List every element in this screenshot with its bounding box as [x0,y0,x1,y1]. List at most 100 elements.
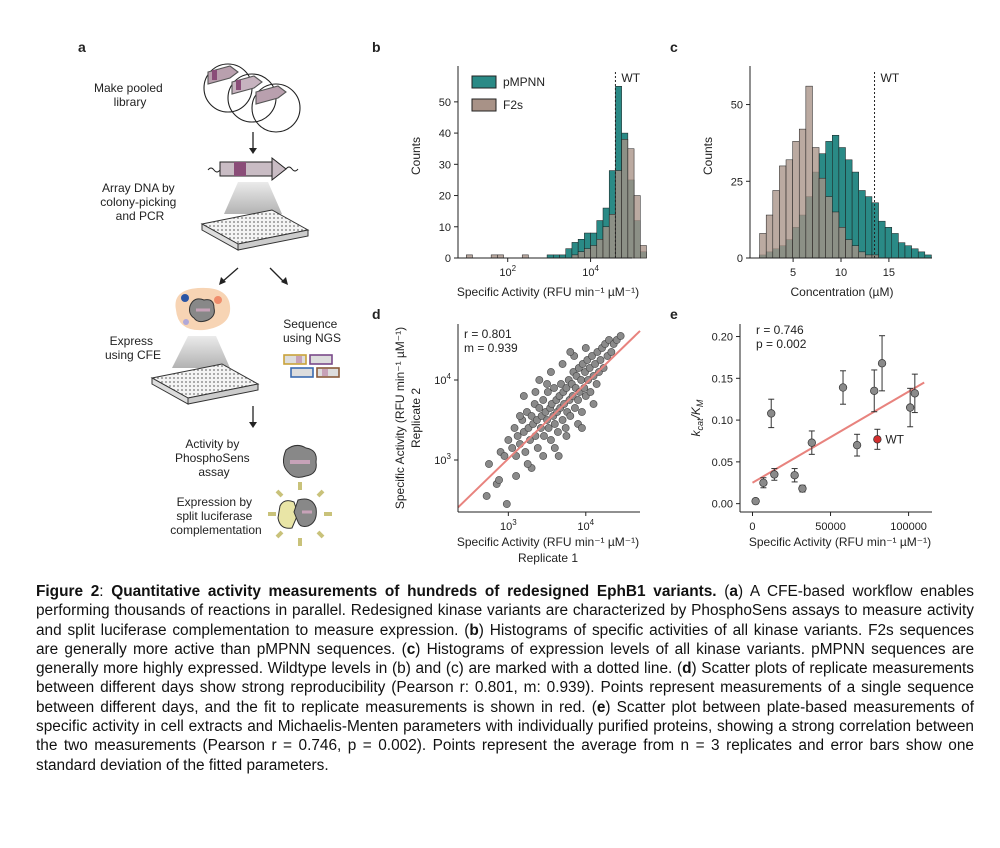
y-tick-label: 20 [439,191,451,203]
chart-d-axes: 103 104 103 104 [434,324,640,533]
hist-bar-pmpnn [871,202,879,259]
hist-bar-f2s [818,177,826,259]
scatter-point [533,444,542,452]
hist-bar-pmpnn [851,171,859,259]
y-tick-label-exp: 4 [447,372,452,381]
wt-point [873,435,882,444]
hist-bar-f2s [858,251,866,259]
scatter-point [607,348,616,356]
scatter-point [838,383,848,392]
svg-text:Sequence using NGS: Sequence using NGS [283,317,341,345]
scatter-point [521,448,530,456]
hist-bar-f2s [608,214,616,259]
split-luciferase-icon [268,482,332,546]
svg-text:Activity by PhosphoSens: Activity by PhosphoSens assay [175,437,253,479]
scatter-point [539,452,548,460]
scatter-point [500,452,509,460]
scatter-point [578,424,586,432]
scatter-point [523,460,532,468]
x-tick-label-exp: 2 [512,264,517,273]
hist-bar-f2s [590,245,598,259]
y-tick-label: 0.05 [712,457,733,469]
scatter-point [751,496,760,506]
chart-c-ylabel: Counts [701,137,715,175]
scatter-point [540,432,548,440]
chart-d-stat-m: m = 0.939 [464,341,518,355]
x-tick-label: 10 [835,267,847,279]
hist-bar-f2s [845,239,853,259]
plasmid-library-icon [203,63,301,133]
scatter-point [577,376,586,384]
y-tick-label: 0.15 [712,373,733,385]
scatter-point [561,424,570,432]
scatter-point [550,384,558,392]
x-tick-label-exp: 3 [512,518,517,527]
linear-dna-icon [207,156,299,182]
scatter-point [562,432,571,440]
hist-bar-f2s [851,245,859,259]
y-tick-label: 25 [731,176,743,188]
scatter-point [588,352,596,360]
chart-d-ylabel: Specific Activity (RFU min⁻¹ µM⁻¹) [393,327,407,509]
hist-bar-f2s [798,128,807,259]
y-tick-label: 0.20 [712,332,733,344]
scatter-point [586,388,595,396]
scatter-point [759,478,768,487]
chart-e-ylabel: kcat/KM [689,399,705,436]
chart-e-stat-p: p = 0.002 [756,337,807,351]
legend-label-pmpnn: pMPNN [503,75,545,89]
x-tick-label: 50000 [815,521,846,533]
x-tick-label: 103 [500,518,517,533]
hist-bar-pmpnn [878,220,886,259]
chart-d-xlabel2: Replicate 1 [518,551,578,565]
step-make-library-line1: Make pooled [94,81,163,95]
legend-swatch-pmpnn [471,75,497,89]
scatter-point [535,404,544,412]
scatter-point [591,360,599,368]
chart-c-xlabel: Concentration (µM) [791,285,894,299]
scatter-point [550,444,559,452]
scatter-point [599,364,608,372]
y-tick-label: 0.10 [712,415,733,427]
hist-bar-f2s [825,196,833,259]
y-tick-label: 104 [434,372,451,387]
scatter-point [557,380,565,388]
scatter-point [502,500,511,508]
chart-b-legend: pMPNN F2s [471,75,545,112]
hist-bar-f2s [812,147,820,259]
arrow-3 [269,267,285,283]
y-tick-label: 10 [439,222,451,234]
hist-bar-f2s [759,233,767,259]
figure-2: a Make pooled library Array D [78,39,932,565]
scatter-point [566,348,575,356]
scatter-point [581,344,590,352]
chart-e-stat-r: r = 0.746 [756,323,804,337]
hist-bar-pmpnn [884,227,893,259]
wt-point-label: WT [885,432,904,446]
step-array-line1: Array DNA by [102,181,175,195]
chart-c-axes: WT 5 10 15 0 25 50 [731,66,932,279]
x-tick-label: 5 [790,267,796,279]
hist-bar-f2s [765,214,774,259]
scatter-point [616,332,625,340]
chart-d-ylabel2: Replicate 2 [409,388,423,448]
svg-text:Make pooled library: Make pooled library [94,81,166,109]
hist-bar-f2s [832,211,840,259]
step-array-line2: colony-picking [100,195,176,209]
svg-text:Array DNA by colony-pick: Array DNA by colony-picking and PCR [100,181,179,223]
scatter-point [807,438,816,447]
scatter-point [485,460,493,468]
hist-bar-f2s [772,190,780,259]
hist-bar-f2s [640,245,647,259]
chart-d-stat-r: r = 0.801 [464,327,512,341]
hist-bar-pmpnn [858,190,866,259]
scatter-point [770,470,779,479]
scatter-point [539,396,548,404]
scatter-point [512,472,520,480]
step-activity-line3: assay [198,465,229,479]
panel-a-label: a [78,39,86,55]
scatter-point [554,428,562,436]
hist-bar-pmpnn [565,248,573,259]
step-express-line1: Express [110,334,153,348]
hist-bar-pmpnn [891,233,899,259]
